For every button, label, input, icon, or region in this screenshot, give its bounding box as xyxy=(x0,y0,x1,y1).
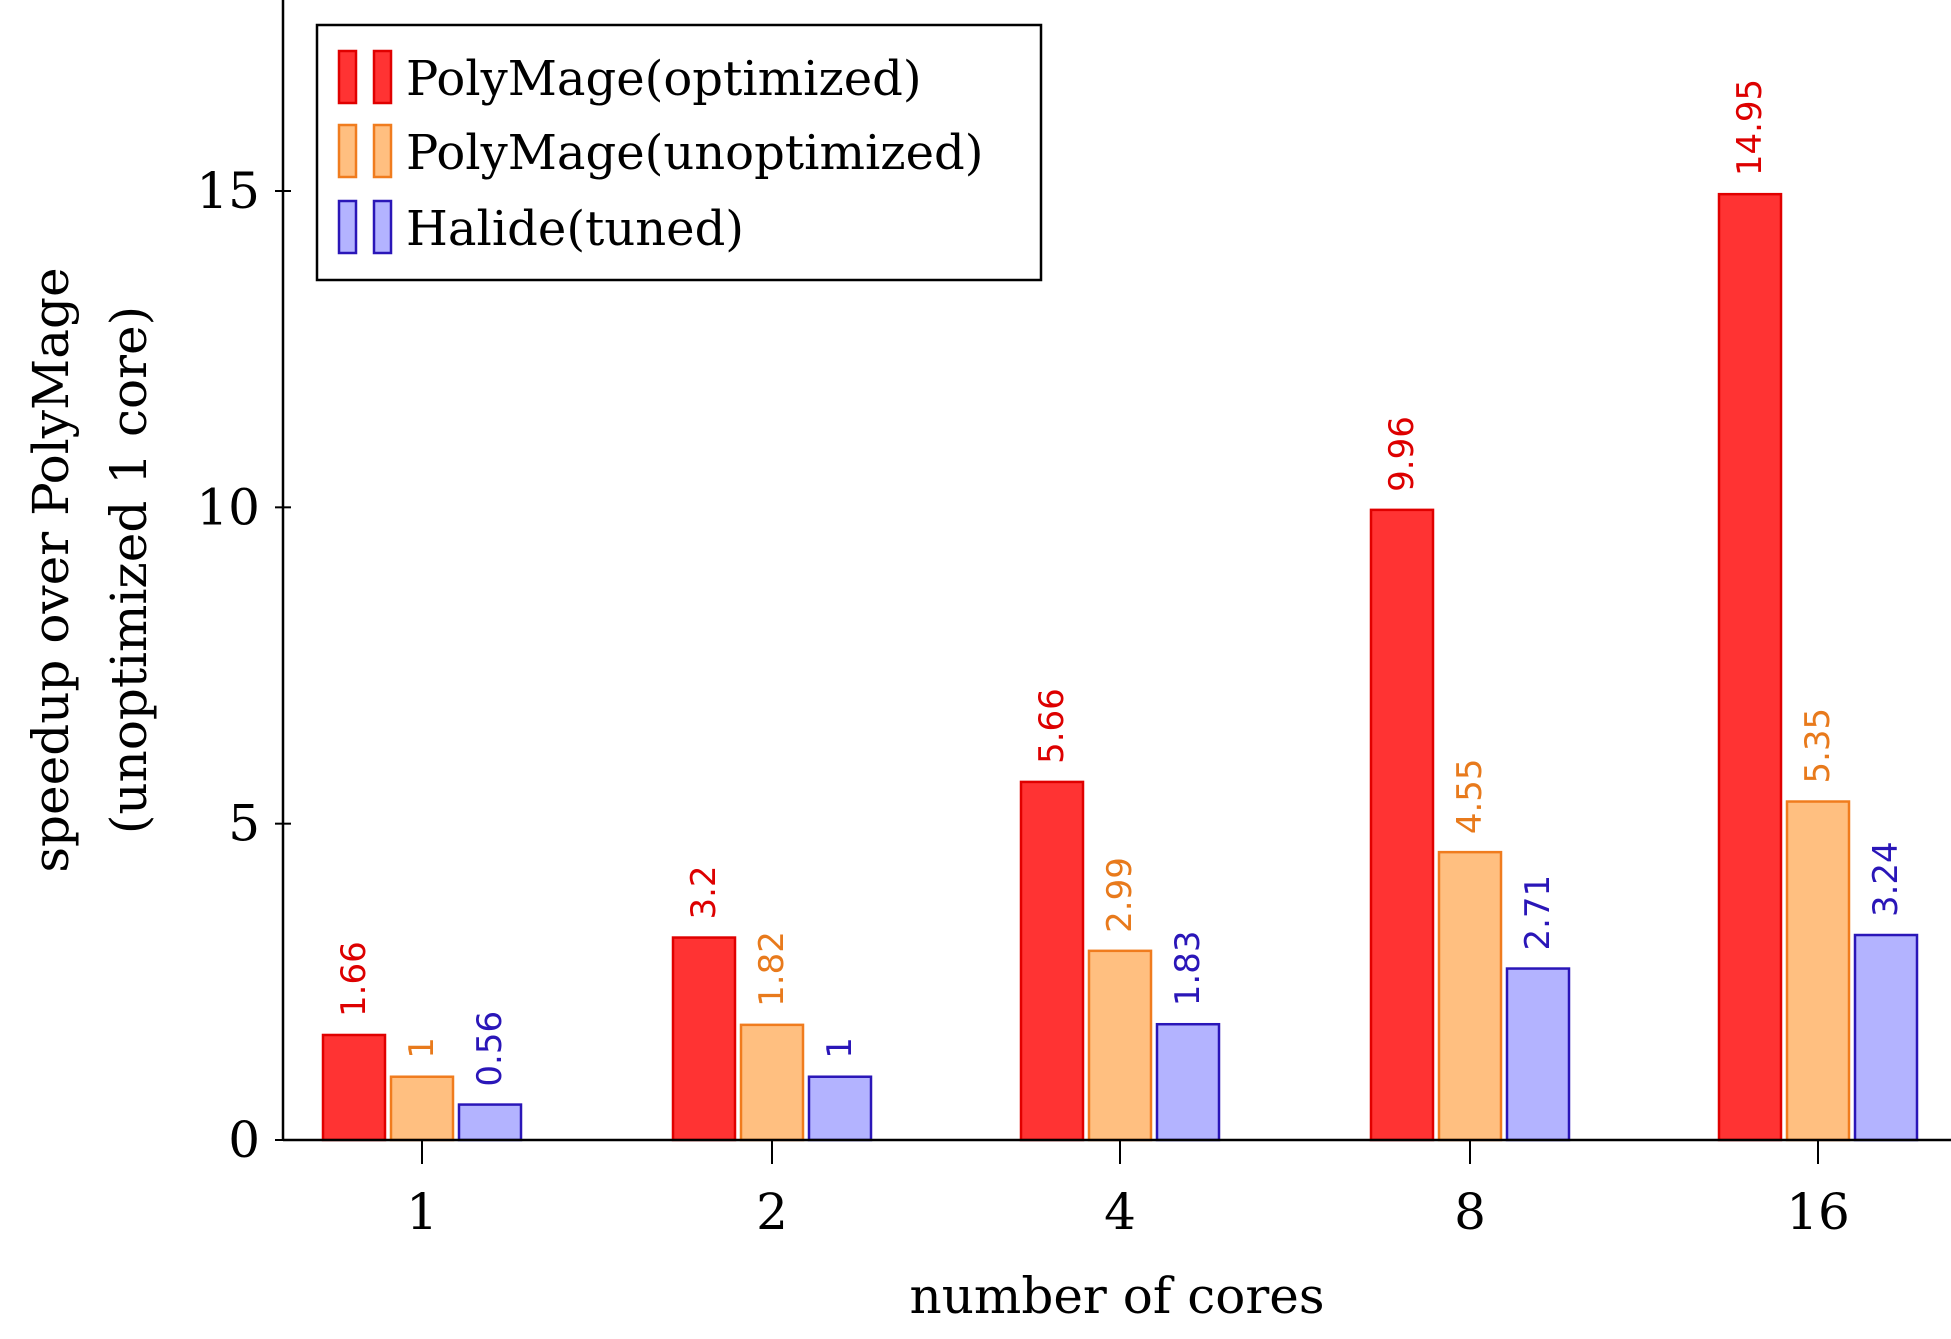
bar-polymage-optimized-4-cores xyxy=(1019,780,1085,1142)
bar-polymage-optimized-8-cores xyxy=(1369,508,1435,1142)
y-tick-label-15: 15 xyxy=(196,162,260,220)
x-tick-label-2: 2 xyxy=(756,1183,788,1241)
legend-swatch-polymage-unoptimized-2 xyxy=(372,123,393,179)
data-label-halide-tuned-8-cores: 2.71 xyxy=(1518,875,1558,951)
legend-swatch-halide-tuned-2 xyxy=(372,199,393,255)
data-labels-layer: 1.66 3.2 5.66 9.96 14.95 1 1.82 2.99 4.55 5.35 0.5… xyxy=(334,79,1906,1087)
bar-polymage-unoptimized-8-cores xyxy=(1437,850,1503,1142)
x-tick-label-16: 16 xyxy=(1786,1183,1850,1241)
data-label-halide-tuned-1-cores: 0.56 xyxy=(470,1011,510,1087)
bar-polymage-unoptimized-1-cores xyxy=(389,1075,455,1142)
bar-halide-tuned-16-cores xyxy=(1853,933,1919,1142)
bar-halide-tuned-4-cores xyxy=(1155,1022,1221,1142)
bar-polymage-unoptimized-2-cores xyxy=(739,1023,805,1142)
legend-swatch-polymage-unoptimized-1 xyxy=(337,123,358,179)
legend: PolyMage(optimized) PolyMage(unoptimized)… xyxy=(315,23,1043,282)
data-label-polymage-unoptimized-16-cores: 5.35 xyxy=(1798,708,1838,784)
legend-swatch-halide-tuned-1 xyxy=(337,199,358,255)
bar-polymage-optimized-2-cores xyxy=(671,936,737,1142)
data-label-halide-tuned-4-cores: 1.83 xyxy=(1168,931,1208,1007)
axes-layer: 0 5 10 15 1 2 4 8 16 number of cores speedup over … xyxy=(22,0,1951,1325)
x-axis-title: number of cores xyxy=(910,1267,1325,1325)
bar-halide-tuned-2-cores xyxy=(807,1075,873,1142)
y-axis-title-line-2: (unoptimized 1 core) xyxy=(100,306,158,834)
data-label-polymage-unoptimized-2-cores: 1.82 xyxy=(752,931,792,1007)
data-label-polymage-optimized-1-cores: 1.66 xyxy=(334,941,374,1017)
legend-box xyxy=(315,23,1043,282)
x-tick-label-4: 4 xyxy=(1104,1183,1136,1241)
x-tick-label-8: 8 xyxy=(1454,1183,1486,1241)
data-label-polymage-unoptimized-1-cores: 1 xyxy=(402,1037,442,1059)
y-axis-title-line-1: speedup over PolyMage xyxy=(22,267,80,872)
bar-polymage-unoptimized-16-cores xyxy=(1785,800,1851,1142)
y-tick-label-0: 0 xyxy=(228,1111,260,1169)
data-label-polymage-unoptimized-4-cores: 2.99 xyxy=(1100,857,1140,933)
legend-label-polymage-optimized: PolyMage(optimized) xyxy=(406,51,922,107)
data-label-polymage-unoptimized-8-cores: 4.55 xyxy=(1450,758,1490,834)
bar-polymage-unoptimized-4-cores xyxy=(1087,949,1153,1142)
data-label-polymage-optimized-16-cores: 14.95 xyxy=(1730,79,1770,176)
bar-polymage-optimized-16-cores xyxy=(1717,192,1783,1142)
legend-label-polymage-unoptimized: PolyMage(unoptimized) xyxy=(406,125,983,181)
y-tick-label-5: 5 xyxy=(228,795,260,853)
data-label-polymage-optimized-4-cores: 5.66 xyxy=(1032,688,1072,764)
y-tick-label-10: 10 xyxy=(196,478,260,536)
legend-swatch-polymage-optimized-2 xyxy=(372,49,393,105)
bars-layer xyxy=(321,192,1919,1142)
data-label-polymage-optimized-8-cores: 9.96 xyxy=(1382,416,1422,492)
bar-polymage-optimized-1-cores xyxy=(321,1033,387,1142)
x-tick-label-1: 1 xyxy=(406,1183,438,1241)
bar-halide-tuned-1-cores xyxy=(457,1103,523,1142)
data-label-halide-tuned-16-cores: 3.24 xyxy=(1866,841,1906,917)
legend-label-halide-tuned: Halide(tuned) xyxy=(406,201,744,257)
data-label-polymage-optimized-2-cores: 3.2 xyxy=(684,865,724,919)
bar-halide-tuned-8-cores xyxy=(1505,967,1571,1142)
data-label-halide-tuned-2-cores: 1 xyxy=(820,1037,860,1059)
legend-swatch-polymage-optimized-1 xyxy=(337,49,358,105)
